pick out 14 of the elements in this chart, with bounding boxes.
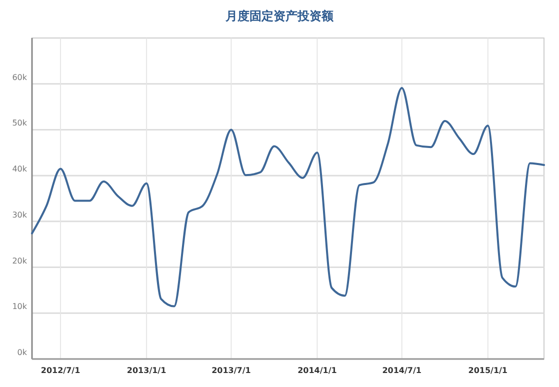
x-tick-label: 2013/1/1 xyxy=(126,366,167,375)
x-tick-label: 2014/7/1 xyxy=(382,366,422,375)
y-tick-label: 60k xyxy=(12,72,28,82)
x-tick-label: 2014/1/1 xyxy=(298,366,338,375)
y-tick-label: 0k xyxy=(17,348,28,357)
y-tick-label: 50k xyxy=(12,118,28,128)
chart-title: 月度固定资产投资额 xyxy=(224,9,334,23)
x-tick-label: 2012/7/1 xyxy=(40,366,81,375)
y-tick-label: 40k xyxy=(12,164,28,174)
x-tick-label: 2015/1/1 xyxy=(468,366,508,375)
y-tick-label: 20k xyxy=(12,256,28,266)
y-tick-label: 30k xyxy=(12,210,28,220)
y-tick-label: 10k xyxy=(12,302,28,312)
x-tick-label: 2013/7/1 xyxy=(212,366,252,375)
